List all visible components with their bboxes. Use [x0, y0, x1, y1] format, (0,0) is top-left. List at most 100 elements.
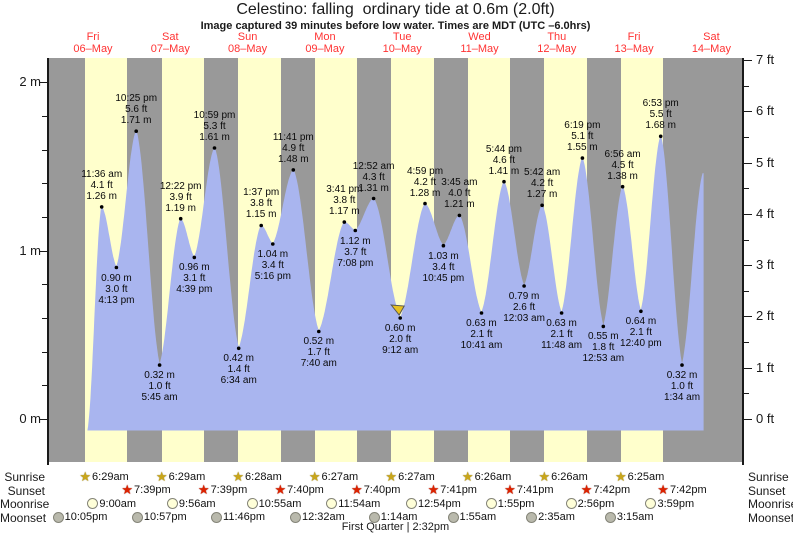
- moon-phase-footer: First Quarter | 2:32pm: [341, 521, 450, 533]
- page-title: Celestino: falling ordinary tide at 0.6m…: [236, 1, 555, 18]
- annotation-line: 1.15 m: [245, 209, 277, 221]
- right-axis-tick: [744, 188, 749, 190]
- annotation-line: 6:19 pm: [564, 120, 601, 132]
- annotation-line: 10:59 pm: [193, 110, 236, 122]
- tide-extreme-dot: [658, 134, 663, 139]
- tide-annotation: 0.60 m 2.0 ft 9:12 am: [362, 323, 438, 356]
- astro-event: ★ 7:41pm: [504, 482, 553, 497]
- right-axis-label: 3 ft: [756, 257, 775, 273]
- moonset-circle-icon: [368, 511, 380, 523]
- astro-event-time: 7:42pm: [593, 484, 631, 496]
- astro-event: 2:35am: [526, 511, 575, 524]
- annotation-line: 12:53 am: [582, 353, 625, 365]
- tide-annotation: 1.03 m 3.4 ft 10:45 pm: [405, 251, 481, 284]
- annotation-line: 1.21 m: [444, 199, 475, 211]
- day-name: Mon: [314, 31, 336, 43]
- tide-annotation: 3:45 am 4.0 ft 1.21 m: [421, 177, 497, 210]
- right-axis-label: 6 ft: [756, 103, 775, 119]
- annotation-line: 1.38 m: [607, 170, 638, 182]
- astro-row-label-sunrise: Sunrise: [748, 470, 789, 484]
- astro-event-time: 2:35am: [538, 511, 575, 523]
- annotation-line: 1.4 ft: [227, 364, 250, 376]
- tide-extreme-dot: [522, 284, 526, 288]
- astro-event: 12:32am: [290, 511, 345, 524]
- annotation-line: 1:37 pm: [243, 187, 280, 199]
- day-name: Tue: [392, 31, 412, 43]
- annotation-line: 5:44 pm: [485, 143, 523, 155]
- annotation-line: 4:39 pm: [176, 284, 213, 296]
- annotation-line: 0.63 m: [466, 317, 497, 329]
- right-axis-tick: [744, 162, 752, 164]
- tide-annotation: 0.96 m 3.1 ft 4:39 pm: [156, 262, 232, 295]
- annotation-line: 1.19 m: [165, 202, 196, 214]
- tide-extreme-dot: [99, 205, 104, 209]
- tide-annotation: 1.04 m 3.4 ft 5:16 pm: [235, 249, 311, 282]
- annotation-line: 1.26 m: [86, 190, 117, 202]
- tide-annotation: 0.42 m 1.4 ft 6:34 am: [201, 353, 277, 386]
- annotation-line: 10:45 pm: [422, 272, 465, 284]
- tide-annotation: 10:59 pm 5.3 ft 1.61 m: [177, 110, 253, 143]
- annotation-line: 1.61 m: [199, 132, 230, 144]
- annotation-line: 0.64 m: [625, 316, 657, 328]
- annotation-line: 2.1 ft: [550, 328, 573, 340]
- moonrise-circle-icon: [645, 498, 657, 509]
- astro-event-time: 9:00am: [99, 497, 137, 510]
- tide-extreme-dot: [114, 265, 119, 270]
- astro-event: ★ 6:28am: [232, 470, 281, 483]
- annotation-line: 0.55 m: [588, 331, 619, 343]
- astro-event: 12:54pm: [406, 497, 461, 510]
- annotation-line: 3.0 ft: [105, 283, 128, 295]
- left-axis-label: 0 m: [19, 411, 41, 426]
- annotation-line: 5.1 ft: [571, 131, 594, 143]
- astro-event: 1:55pm: [485, 497, 534, 510]
- sunset-star-icon: ★: [274, 482, 287, 497]
- night-band: [48, 58, 86, 462]
- left-axis-tick: [41, 116, 47, 118]
- astro-event: ★ 7:41pm: [428, 483, 477, 497]
- right-axis-label: 1 ft: [756, 359, 775, 375]
- moonset-circle-icon: [52, 511, 64, 523]
- tide-annotation: 0.63 m 2.1 ft 11:48 am: [524, 318, 600, 351]
- tide-annotation: 1:37 pm 3.8 ft 1.15 m: [223, 187, 299, 220]
- right-axis-tick: [744, 59, 752, 61]
- tide-annotation: 6:53 pm 5.5 ft 1.68 m: [623, 98, 699, 131]
- day-label: Sat 14–May: [676, 31, 746, 55]
- tide-extreme-dot: [457, 213, 462, 218]
- astro-event: 10:05pm: [52, 511, 107, 524]
- astro-event-time: 6:27am: [321, 470, 359, 483]
- annotation-line: 3.9 ft: [169, 191, 192, 203]
- astro-event: ★ 6:26am: [538, 470, 587, 483]
- astro-event-time: 7:39pm: [134, 484, 171, 496]
- day-name: Sat: [162, 31, 179, 43]
- astro-event: ★ 7:39pm: [198, 483, 247, 497]
- annotation-line: 3:45 am: [441, 177, 478, 189]
- tide-extreme-dot: [580, 156, 585, 160]
- annotation-line: 1.03 m: [428, 250, 459, 262]
- astro-event: 1:55am: [447, 511, 496, 524]
- tide-annotation: 4:59 pm 4.2 ft 1.28 m: [387, 166, 463, 199]
- tide-extreme-dot: [540, 203, 544, 208]
- tide-annotation: 12:52 am 4.3 ft 1.31 m: [336, 161, 412, 194]
- tide-plot: 11:36 am 4.1 ft 1.26 m 0.90 m 3.0 ft 4:13 pm 1…: [48, 58, 743, 462]
- tide-annotation: 0.32 m 1.0 ft 5:45 am: [122, 370, 198, 403]
- annotation-line: 4.2 ft: [413, 176, 437, 188]
- annotation-line: 2.6 ft: [512, 302, 536, 314]
- astro-event: 11:54am: [326, 497, 380, 510]
- astro-event: 9:56am: [166, 497, 216, 510]
- annotation-line: 3:41 pm: [326, 184, 363, 196]
- day-date: 11–May: [460, 43, 499, 55]
- moonset-circle-icon: [290, 511, 302, 523]
- annotation-line: 5:45 am: [141, 392, 178, 404]
- sunrise-star-icon: ★: [155, 468, 168, 484]
- astro-event: 2:56pm: [565, 497, 614, 510]
- day-name: Sun: [237, 31, 258, 43]
- annotation-line: 4:13 pm: [98, 294, 135, 306]
- sunset-star-icon: ★: [504, 482, 516, 497]
- annotation-line: 5.5 ft: [649, 109, 672, 121]
- tide-extreme-dot: [192, 255, 197, 260]
- annotation-line: 6:56 am: [604, 148, 641, 160]
- astro-event: 10:57pm: [131, 511, 187, 524]
- day-name: Fri: [86, 31, 100, 43]
- annotation-line: 1.71 m: [120, 115, 152, 127]
- moonrise-circle-icon: [565, 498, 577, 509]
